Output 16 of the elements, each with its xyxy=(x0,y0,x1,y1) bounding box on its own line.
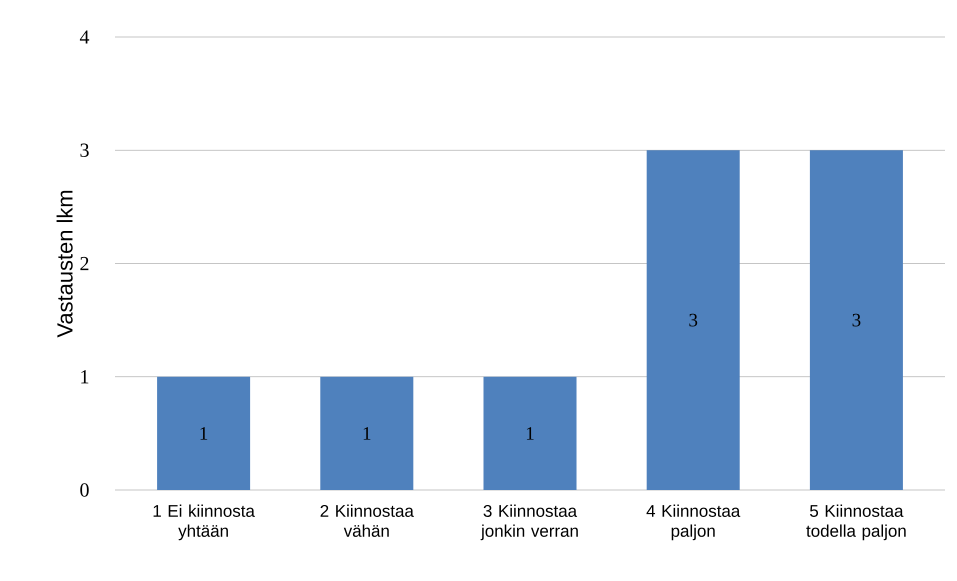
data-label: 1 xyxy=(364,427,370,440)
data-label: 3 xyxy=(689,314,698,326)
y-tick-label: 2 xyxy=(80,256,88,270)
x-tick-label: 4 Kiinnostaa paljon xyxy=(646,504,740,540)
y-tick-label: 0 xyxy=(80,483,89,497)
y-tick-label: 3 xyxy=(80,144,89,157)
y-axis-title: Vastausten lkm xyxy=(56,190,73,338)
x-tick-label: 5 Kiinnostaa todella paljon xyxy=(806,504,906,540)
x-tick-label: 1 Ei kiinnosta yhtään xyxy=(154,504,255,540)
data-label: 1 xyxy=(200,427,208,440)
y-tick-label: 1 xyxy=(81,370,88,384)
data-label: 1 xyxy=(526,427,534,440)
x-tick-label: 3 Kiinnostaa jonkin verran xyxy=(480,504,578,540)
y-tick-label: 4 xyxy=(80,30,90,44)
data-label: 3 xyxy=(852,314,860,326)
x-tick-label: 2 Kiinnostaa vähän xyxy=(320,504,414,537)
